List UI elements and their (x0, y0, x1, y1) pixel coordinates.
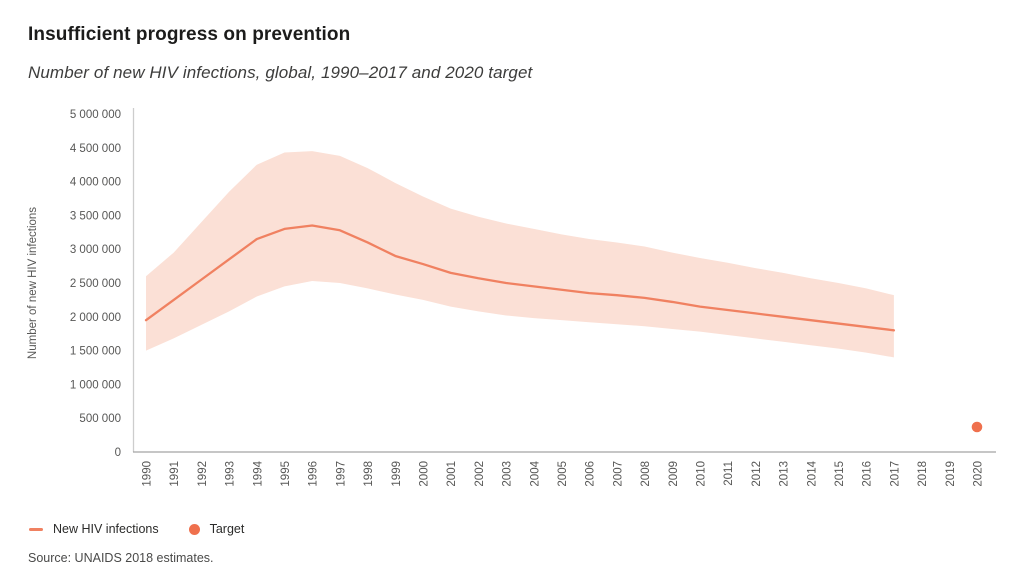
x-tick-label: 2007 (612, 461, 624, 487)
x-tick-label: 2020 (973, 461, 985, 487)
y-tick-label: 2 500 000 (70, 278, 121, 290)
x-tick-label: 2019 (945, 461, 957, 487)
x-tick-label: 2015 (834, 461, 846, 487)
x-tick-label: 2005 (557, 461, 569, 487)
y-tick-label: 500 000 (79, 413, 121, 425)
y-tick-label: 5 000 000 (70, 109, 121, 121)
x-tick-label: 1998 (363, 461, 375, 487)
y-tick-label: 2 000 000 (70, 312, 121, 324)
x-tick-label: 1993 (225, 461, 237, 487)
x-tick-label: 2006 (585, 461, 597, 487)
x-tick-label: 2004 (529, 460, 541, 486)
y-tick-label: 4 500 000 (70, 143, 121, 155)
x-tick-label: 1990 (142, 461, 154, 487)
line-swatch-icon (29, 527, 43, 531)
x-tick-label: 2012 (751, 461, 763, 487)
legend-item-target: Target (188, 522, 245, 536)
target-dot (971, 421, 983, 433)
y-tick-label: 1 000 000 (70, 379, 121, 391)
chart-title: Insufficient progress on prevention (28, 24, 351, 45)
legend-label: New HIV infections (53, 522, 159, 536)
y-axis-title: Number of new HIV infections (27, 207, 39, 359)
x-tick-label: 2013 (779, 461, 791, 487)
x-tick-label: 2001 (446, 461, 458, 487)
chart-legend: New HIV infections Target (29, 522, 244, 536)
x-tick-label: 1999 (391, 461, 403, 487)
legend-item-new-hiv-infections: New HIV infections (29, 522, 159, 536)
y-tick-label: 3 500 000 (70, 210, 121, 222)
chart-subtitle: Number of new HIV infections, global, 19… (28, 63, 533, 82)
x-tick-label: 1994 (252, 460, 264, 486)
y-tick-label: 0 (115, 447, 121, 459)
x-tick-label: 2000 (419, 461, 431, 487)
x-tick-label: 2014 (806, 460, 818, 486)
x-tick-label: 2008 (640, 461, 652, 487)
x-tick-label: 1995 (280, 461, 292, 487)
new-infections-line (144, 224, 896, 332)
legend-label: Target (209, 522, 245, 536)
x-tick-label: 2018 (917, 461, 929, 487)
x-tick-label: 1991 (169, 461, 181, 487)
dot-swatch-icon (188, 523, 200, 535)
x-tick-label: 2010 (696, 461, 708, 487)
x-tick-label: 1996 (308, 461, 320, 487)
x-tick-label: 1992 (197, 461, 209, 487)
y-tick-label: 1 500 000 (70, 346, 121, 358)
uncertainty-band (146, 151, 894, 358)
x-tick-label: 2011 (723, 461, 735, 486)
y-tick-label: 4 000 000 (70, 177, 121, 189)
x-tick-label: 2003 (502, 461, 514, 487)
x-tick-label: 2009 (668, 461, 680, 487)
x-tick-label: 2002 (474, 461, 486, 487)
x-tick-label: 2017 (889, 461, 901, 487)
y-tick-label: 3 000 000 (70, 244, 121, 256)
x-tick-label: 2016 (862, 461, 874, 487)
x-tick-label: 1997 (335, 461, 347, 487)
source-note: Source: UNAIDS 2018 estimates. (28, 551, 214, 565)
